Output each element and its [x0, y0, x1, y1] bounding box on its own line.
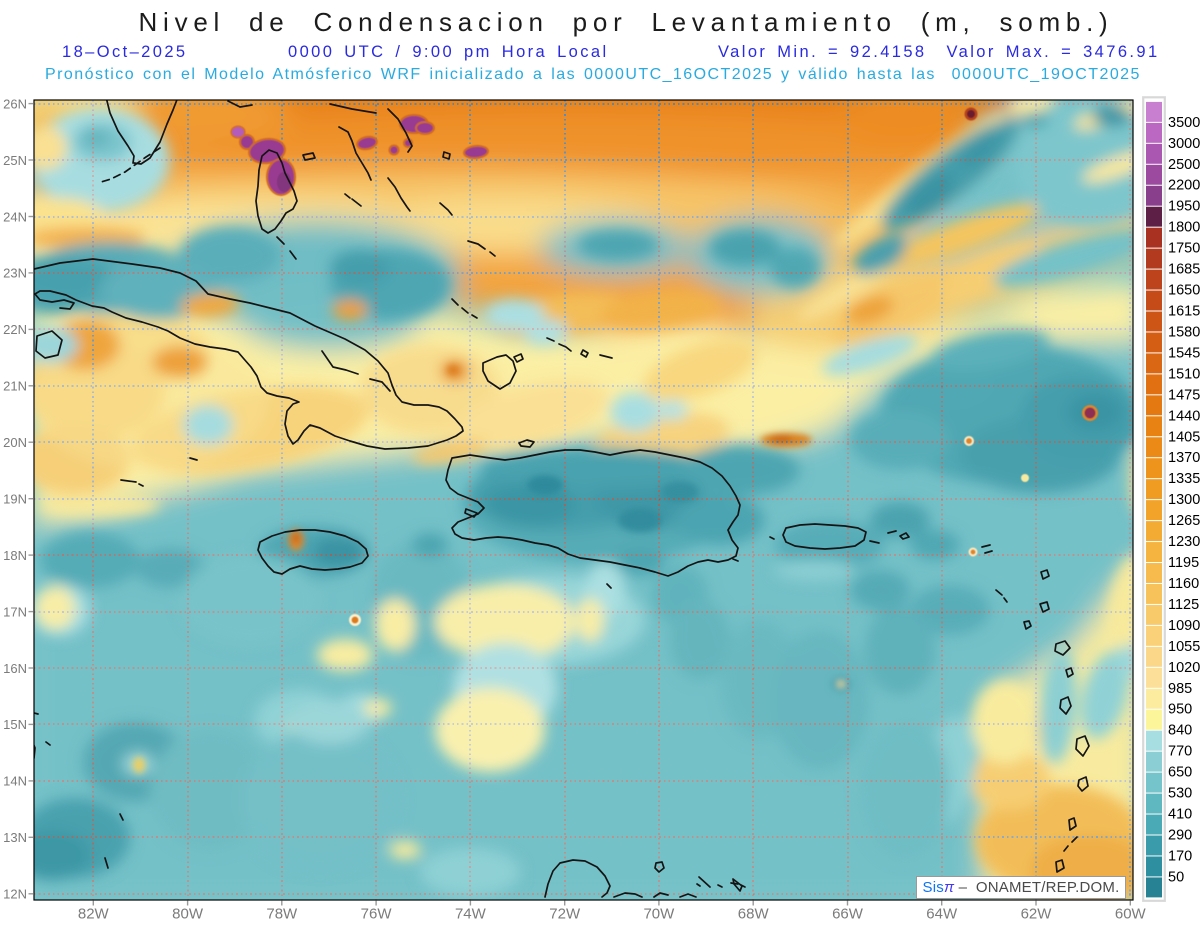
- svg-text:410: 410: [1168, 807, 1192, 823]
- svg-text:290: 290: [1168, 828, 1192, 844]
- svg-text:1800: 1800: [1168, 220, 1200, 236]
- svg-text:1750: 1750: [1168, 241, 1200, 257]
- svg-text:76W: 76W: [361, 906, 393, 923]
- svg-text:21N: 21N: [3, 379, 27, 394]
- svg-text:23N: 23N: [3, 266, 27, 281]
- svg-text:74W: 74W: [455, 906, 487, 923]
- svg-text:1335: 1335: [1168, 471, 1200, 487]
- svg-text:1160: 1160: [1168, 576, 1199, 592]
- svg-text:64W: 64W: [926, 906, 958, 923]
- svg-text:1125: 1125: [1168, 597, 1199, 613]
- svg-text:26N: 26N: [3, 96, 27, 111]
- svg-text:82W: 82W: [78, 906, 110, 923]
- svg-text:985: 985: [1168, 681, 1192, 697]
- svg-text:50: 50: [1168, 869, 1184, 885]
- svg-text:1440: 1440: [1168, 408, 1200, 424]
- svg-text:72W: 72W: [549, 906, 581, 923]
- svg-text:1685: 1685: [1168, 262, 1200, 278]
- svg-text:2500: 2500: [1168, 157, 1200, 173]
- svg-text:1090: 1090: [1168, 618, 1200, 634]
- svg-text:840: 840: [1168, 723, 1192, 739]
- svg-text:1230: 1230: [1168, 534, 1200, 550]
- svg-text:15N: 15N: [3, 717, 27, 732]
- svg-text:1055: 1055: [1168, 639, 1200, 655]
- svg-text:13N: 13N: [3, 830, 27, 845]
- svg-text:770: 770: [1168, 744, 1192, 760]
- svg-text:3000: 3000: [1168, 136, 1200, 152]
- svg-text:68W: 68W: [738, 906, 770, 923]
- svg-text:950: 950: [1168, 702, 1192, 718]
- svg-text:3500: 3500: [1168, 115, 1200, 131]
- svg-text:24N: 24N: [3, 209, 27, 224]
- svg-text:1265: 1265: [1168, 513, 1200, 529]
- svg-text:22N: 22N: [3, 322, 27, 337]
- svg-text:170: 170: [1168, 848, 1192, 864]
- svg-text:650: 650: [1168, 765, 1192, 781]
- svg-text:2200: 2200: [1168, 178, 1200, 194]
- svg-text:80W: 80W: [172, 906, 204, 923]
- svg-text:1195: 1195: [1168, 555, 1199, 571]
- svg-text:1650: 1650: [1168, 283, 1200, 299]
- svg-text:1950: 1950: [1168, 199, 1200, 215]
- svg-text:12N: 12N: [3, 887, 27, 902]
- svg-text:1475: 1475: [1168, 387, 1200, 403]
- svg-text:1615: 1615: [1168, 304, 1200, 320]
- svg-text:20N: 20N: [3, 435, 27, 450]
- svg-text:16N: 16N: [3, 661, 27, 676]
- svg-text:1510: 1510: [1168, 366, 1200, 382]
- svg-text:1405: 1405: [1168, 429, 1200, 445]
- svg-text:1370: 1370: [1168, 450, 1200, 466]
- svg-text:14N: 14N: [3, 774, 27, 789]
- svg-text:25N: 25N: [3, 153, 27, 168]
- svg-text:66W: 66W: [832, 906, 864, 923]
- svg-text:1300: 1300: [1168, 492, 1200, 508]
- svg-text:1545: 1545: [1168, 345, 1200, 361]
- svg-text:530: 530: [1168, 786, 1192, 802]
- svg-text:62W: 62W: [1021, 906, 1053, 923]
- svg-text:60W: 60W: [1115, 906, 1147, 923]
- svg-text:17N: 17N: [3, 604, 27, 619]
- svg-text:1580: 1580: [1168, 324, 1200, 340]
- svg-text:78W: 78W: [266, 906, 298, 923]
- svg-text:18N: 18N: [3, 548, 27, 563]
- svg-text:19N: 19N: [3, 492, 27, 507]
- svg-text:70W: 70W: [643, 906, 675, 923]
- svg-text:1020: 1020: [1168, 660, 1200, 676]
